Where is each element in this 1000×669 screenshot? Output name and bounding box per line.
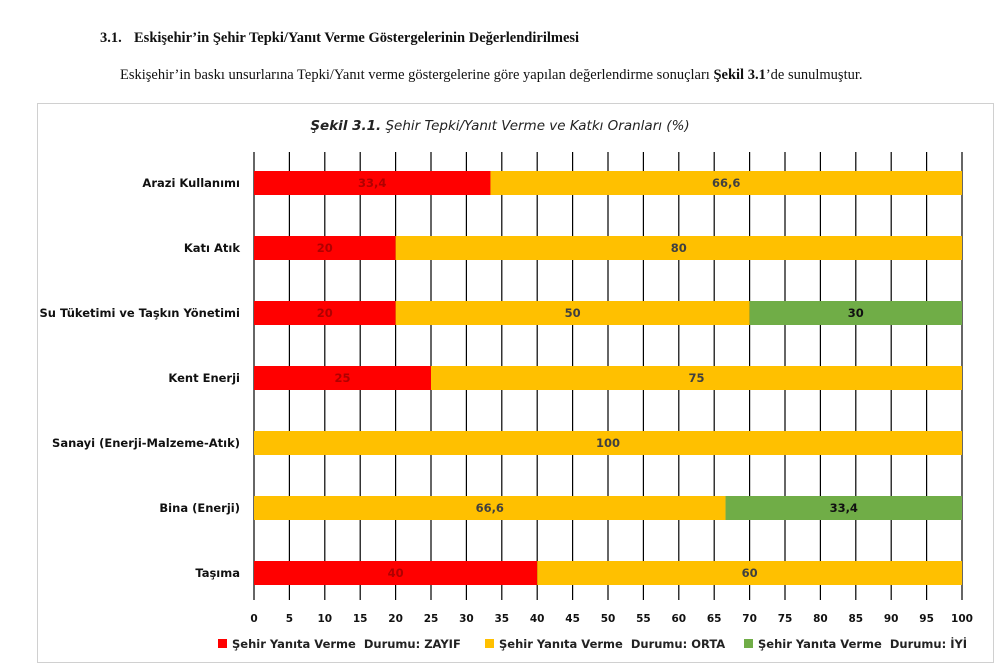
bar-segment: [490, 171, 962, 195]
section-heading: 3.1. Eskişehir’in Şehir Tepki/Yanıt Verme…: [100, 30, 579, 47]
x-tick-label: 55: [636, 613, 651, 625]
legend-label: Şehir Yanıta Verme Durumu: ZAYIF: [232, 637, 461, 651]
category-label: Sanayi (Enerji-Malzeme-Atık): [52, 436, 240, 450]
category-label: Taşıma: [195, 566, 240, 580]
bar-segment: [431, 366, 962, 390]
category-label: Bina (Enerji): [159, 501, 240, 515]
chart-title-text: Şehir Tepki/Yanıt Verme ve Katkı Oranlar…: [385, 118, 690, 134]
x-tick-label: 45: [565, 613, 580, 625]
section-number: 3.1.: [100, 30, 122, 46]
x-tick-label: 40: [530, 613, 545, 625]
x-tick-label: 35: [494, 613, 509, 625]
category-label: Su Tüketimi ve Taşkın Yönetimi: [40, 306, 241, 320]
x-tick-label: 5: [286, 613, 293, 625]
legend-swatch: [218, 639, 227, 648]
bar-segment: [254, 496, 726, 520]
x-tick-label: 30: [459, 613, 474, 625]
data-label: 20: [317, 241, 333, 255]
data-label: 100: [596, 436, 620, 450]
data-label: 33,4: [830, 501, 858, 515]
bar-segment: [254, 561, 538, 585]
data-label: 80: [671, 241, 687, 255]
data-label: 75: [688, 371, 704, 385]
paragraph-text: Eskişehir’in baskı unsurlarına Tepki/Yan…: [120, 67, 714, 83]
category-label: Kent Enerji: [168, 371, 240, 385]
legend-label: Şehir Yanıta Verme Durumu: ORTA: [499, 637, 725, 651]
x-tick-label: 85: [848, 613, 863, 625]
x-tick-label: 15: [353, 613, 368, 625]
bar-segment: [254, 236, 396, 260]
data-label: 25: [334, 371, 350, 385]
chart-title-prefix: Şekil 3.1.: [310, 118, 382, 134]
paragraph-text-end: ’de sunulmuştur.: [765, 67, 863, 83]
bar-segment: [254, 301, 396, 325]
x-tick-label: 90: [884, 613, 899, 625]
legend-label: Şehir Yanıta Verme Durumu: İYİ: [758, 636, 967, 651]
chart-title: Şekil 3.1. Şehir Tepki/Yanıt Verme ve Ka…: [0, 118, 1000, 134]
chart-frame: [37, 103, 994, 663]
figure-reference: Şekil 3.1: [713, 67, 766, 83]
x-tick-label: 20: [388, 613, 403, 625]
data-label: 50: [565, 306, 581, 320]
legend-swatch: [744, 639, 753, 648]
data-label: 33,4: [358, 176, 386, 190]
data-label: 66,6: [476, 501, 504, 515]
bar-segment: [749, 301, 962, 325]
bar-segment: [254, 431, 962, 455]
legend-swatch: [485, 639, 494, 648]
section-title: Eskişehir’in Şehir Tepki/Yanıt Verme Gös…: [134, 30, 580, 46]
x-tick-label: 10: [317, 613, 332, 625]
data-label: 30: [848, 306, 864, 320]
x-tick-label: 95: [919, 613, 934, 625]
x-tick-label: 65: [707, 613, 722, 625]
x-tick-label: 75: [778, 613, 793, 625]
data-label: 66,6: [712, 176, 740, 190]
x-tick-label: 25: [424, 613, 439, 625]
x-tick-label: 80: [813, 613, 828, 625]
category-label: Katı Atık: [184, 241, 240, 255]
data-label: 40: [388, 566, 404, 580]
bar-segment: [395, 236, 963, 260]
data-label: 20: [317, 306, 333, 320]
x-tick-label: 50: [601, 613, 616, 625]
intro-paragraph: Eskişehir’in baskı unsurlarına Tepki/Yan…: [120, 67, 863, 84]
bar-segment: [725, 496, 962, 520]
x-tick-label: 0: [250, 613, 257, 625]
category-label: Arazi Kullanımı: [142, 176, 240, 190]
bar-segment: [395, 301, 750, 325]
bar-segment: [254, 171, 491, 195]
data-label: 60: [742, 566, 758, 580]
bar-segment: [254, 366, 431, 390]
x-tick-label: 70: [742, 613, 757, 625]
x-tick-label: 60: [671, 613, 686, 625]
x-tick-label: 100: [951, 613, 973, 625]
bar-segment: [537, 561, 962, 585]
